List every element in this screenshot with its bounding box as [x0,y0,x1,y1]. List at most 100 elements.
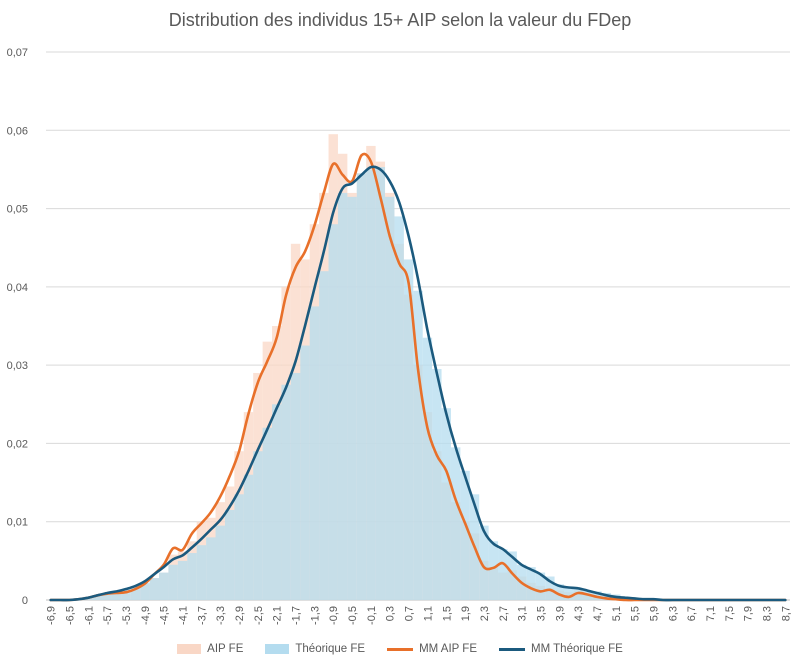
bar [224,509,235,600]
bar [413,290,423,600]
bar [140,582,150,600]
x-tick-label: -4,5 [159,606,171,625]
x-tick-label: 1,9 [460,606,472,621]
bar [196,545,207,600]
bar [450,447,461,600]
x-tick-label: 7,5 [724,606,736,621]
x-tick-label: -4,1 [178,606,190,625]
bar [290,372,301,600]
x-tick-label: 3,1 [517,606,529,621]
bar [234,494,244,600]
x-tick-label: 2,7 [498,606,510,621]
x-tick-label: -6,1 [83,606,95,625]
bar [272,404,282,600]
bar [243,474,254,600]
bar [319,271,329,600]
x-tick-label: 7,1 [705,606,717,621]
x-tick-label: -3,3 [215,606,227,625]
x-tick-label: 5,9 [648,606,660,621]
legend-item-aip[interactable]: AIP FE [177,643,243,655]
y-axis-ticks: 0 0,01 0,02 0,03 0,04 0,05 0,06 0,07 [7,47,28,607]
x-tick-label: -0,5 [347,606,359,625]
bar [394,216,404,600]
chart-title: Distribution des individus 15+ AIP selon… [168,10,632,30]
bar [356,173,367,601]
legend-swatch-aip [177,644,202,654]
bar [262,427,273,600]
bar [93,595,103,600]
bar [111,591,122,600]
bar [563,588,574,600]
bar [177,560,188,600]
bar [554,584,564,600]
x-tick-label: -5,3 [121,606,133,625]
x-tick-label: 4,7 [592,606,604,621]
bar [121,589,131,600]
x-tick-label: -2,5 [253,606,265,625]
bar [187,553,197,600]
y-tick-label: 0 [22,595,28,607]
x-tick-label: 8,3 [761,606,773,621]
legend-item-mm-aip[interactable]: MM AIP FE [387,643,477,655]
x-tick-label: 8,7 [780,606,792,621]
bar [337,192,348,600]
x-tick-label: 0,7 [404,606,416,621]
legend-label-mm-theorique: MM Théorique FE [531,643,623,655]
bar [432,369,442,600]
x-tick-label: -2,9 [234,606,246,625]
bar [328,224,338,600]
bar [281,384,291,600]
x-tick-label: 3,9 [554,606,566,621]
bar [149,578,160,600]
bar [460,470,470,600]
legend-label-theorique: Théorique FE [295,643,366,655]
bar [159,572,169,600]
x-tick-label: 2,3 [479,606,491,621]
bar [535,572,546,600]
legend-swatch-theorique [265,644,290,654]
x-tick-label: 5,5 [630,606,642,621]
bar [498,549,508,600]
bar [102,592,112,600]
bar [347,196,357,601]
x-tick-label: 1,5 [441,606,453,621]
bar [375,167,386,600]
bar [385,196,395,601]
bar [300,345,310,600]
x-tick-label: -3,7 [196,606,208,625]
x-tick-label: -5,7 [102,606,114,625]
series-lines [49,152,787,602]
legend-item-theorique[interactable]: Théorique FE [265,643,365,655]
bars [74,134,668,601]
bar [253,451,263,600]
legend-label-aip: AIP FE [207,643,244,655]
x-tick-label: -0,9 [328,606,340,625]
bar [206,537,216,600]
y-tick-label: 0,02 [7,438,28,450]
x-tick-label: 7,9 [743,606,755,621]
bar [309,306,320,600]
y-tick-label: 0,06 [7,125,28,137]
y-tick-label: 0,03 [7,360,28,372]
chart-plot: 00,010,020,030,040,050,060,07 -6,9 -6,5 -6… [7,47,793,625]
legend-swatch-mm-theorique [499,647,526,651]
x-tick-label: 1,1 [422,606,434,621]
y-tick-label: 0,05 [7,204,28,216]
x-tick-label: -4,9 [140,606,152,625]
x-tick-label: -1,3 [309,606,321,625]
x-tick-label: 0,3 [385,606,397,621]
bar [366,169,376,600]
x-axis-ticks: -6,9 -6,5 -6,1 -5,7 -5,3 -4,9 -4,5 -4,1 -3,7 -3,3… [46,606,793,625]
bar [215,525,225,600]
bar [130,585,141,600]
x-tick-label: 3,5 [535,606,547,621]
bar [526,567,536,600]
x-tick-label: -6,9 [46,606,58,625]
legend: AIP FE Théorique FE MM AIP FE MM Théoriq… [0,643,800,655]
legend-item-mm-theorique[interactable]: MM Théorique FE [499,643,623,655]
bar [545,576,555,600]
x-tick-label: -0,1 [366,606,378,625]
series-line [49,165,787,602]
x-tick-label: -2,1 [272,606,284,625]
x-tick-label: 5,1 [611,606,623,621]
